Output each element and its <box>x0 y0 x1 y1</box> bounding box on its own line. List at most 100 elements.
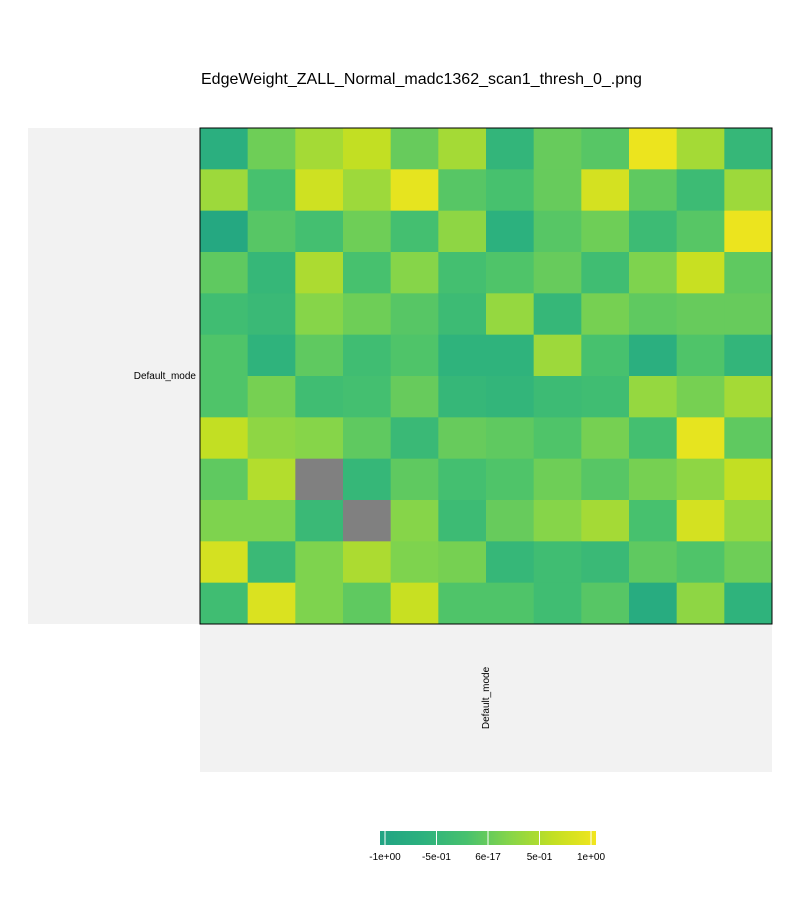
heatmap-cell <box>486 500 535 542</box>
heatmap-cell <box>343 252 392 294</box>
heatmap-cell <box>629 293 678 336</box>
heatmap-cell <box>724 376 773 418</box>
heatmap-cell <box>343 541 392 584</box>
heatmap-cell <box>533 128 582 170</box>
col-group-label: Default_mode <box>481 666 492 729</box>
heatmap-cell <box>581 128 630 170</box>
heatmap-cell <box>200 500 249 542</box>
heatmap-cell <box>295 169 344 212</box>
colorbar-tick-label: 1e+00 <box>577 852 606 863</box>
heatmap-cell <box>390 169 439 212</box>
heatmap-cell <box>390 458 439 501</box>
heatmap-cell <box>486 582 535 625</box>
heatmap-cell <box>438 169 487 212</box>
heatmap-cell <box>295 541 344 584</box>
heatmap-cell <box>247 128 296 170</box>
heatmap-cell <box>295 128 344 170</box>
heatmap-cell <box>295 500 344 542</box>
heatmap-cell <box>581 541 630 584</box>
heatmap-cell <box>200 169 249 212</box>
heatmap-cell <box>247 541 296 584</box>
heatmap-cell <box>438 376 487 418</box>
heatmap-cell <box>295 458 344 501</box>
heatmap-cell <box>343 169 392 212</box>
heatmap-cell <box>247 376 296 418</box>
heatmap-cell <box>533 500 582 542</box>
heatmap-cell <box>438 582 487 625</box>
heatmap-cell <box>343 417 392 460</box>
heatmap-cell <box>438 500 487 542</box>
heatmap-cell <box>486 541 535 584</box>
heatmap-cell <box>247 210 296 253</box>
heatmap-cell <box>629 252 678 294</box>
heatmap-cell <box>247 334 296 377</box>
heatmap-cell <box>629 500 678 542</box>
heatmap-cell <box>629 376 678 418</box>
heatmap-cell <box>390 210 439 253</box>
heatmap-cell <box>390 334 439 377</box>
heatmap-cell <box>200 334 249 377</box>
heatmap-cell <box>295 210 344 253</box>
heatmap-border <box>199 127 773 625</box>
heatmap-cell <box>676 541 725 584</box>
colorbar-tick-label: -1e+00 <box>369 852 401 863</box>
heatmap-cell <box>486 169 535 212</box>
heatmap-cell <box>533 376 582 418</box>
heatmap-cell <box>486 334 535 377</box>
heatmap-cell <box>629 334 678 377</box>
heatmap-cell <box>390 293 439 336</box>
row-group-strip <box>28 128 200 624</box>
heatmap-cell <box>438 458 487 501</box>
heatmap-cell <box>724 169 773 212</box>
heatmap-cell <box>200 252 249 294</box>
heatmap-cell <box>533 293 582 336</box>
heatmap-cell <box>533 582 582 625</box>
heatmap-cell <box>724 210 773 253</box>
heatmap-cell <box>581 458 630 501</box>
colorbar: -1e+00 -5e-01 6e-17 5e-01 1e+00 <box>369 831 605 863</box>
heatmap-cell <box>390 582 439 625</box>
heatmap-cell <box>676 376 725 418</box>
heatmap-cell <box>343 458 392 501</box>
heatmap-cell <box>438 128 487 170</box>
colorbar-tick-label: 5e-01 <box>527 852 553 863</box>
heatmap-cell <box>343 293 392 336</box>
heatmap-cell <box>676 293 725 336</box>
heatmap-cell <box>676 417 725 460</box>
heatmap-cell <box>343 334 392 377</box>
heatmap-cell <box>247 582 296 625</box>
heatmap-cell <box>486 376 535 418</box>
heatmap-cell <box>581 169 630 212</box>
heatmap-cell <box>486 210 535 253</box>
heatmap-cell <box>390 417 439 460</box>
heatmap-cell <box>676 128 725 170</box>
heatmap-cell <box>676 334 725 377</box>
heatmap-cell <box>295 376 344 418</box>
heatmap-cell <box>533 334 582 377</box>
heatmap-cell <box>438 293 487 336</box>
heatmap-cell <box>533 210 582 253</box>
heatmap-cell <box>438 334 487 377</box>
heatmap-cell <box>486 458 535 501</box>
heatmap-cell <box>247 252 296 294</box>
heatmap-cell <box>724 458 773 501</box>
heatmap-cell <box>295 334 344 377</box>
colorbar-tick-label: 6e-17 <box>475 852 501 863</box>
heatmap-cell <box>295 252 344 294</box>
heatmap-cell <box>438 210 487 253</box>
heatmap-cell <box>581 417 630 460</box>
heatmap-cell <box>247 293 296 336</box>
heatmap-cell <box>724 500 773 542</box>
heatmap-cell <box>343 582 392 625</box>
heatmap-cell <box>390 376 439 418</box>
heatmap-cell <box>724 334 773 377</box>
heatmap-cell <box>629 458 678 501</box>
heatmap-cell <box>247 458 296 501</box>
heatmap-cell <box>390 500 439 542</box>
heatmap-cell <box>486 417 535 460</box>
heatmap-cell <box>200 582 249 625</box>
heatmap-cell <box>390 541 439 584</box>
heatmap-cell <box>438 417 487 460</box>
heatmap-cell <box>629 210 678 253</box>
heatmap-cell <box>581 252 630 294</box>
